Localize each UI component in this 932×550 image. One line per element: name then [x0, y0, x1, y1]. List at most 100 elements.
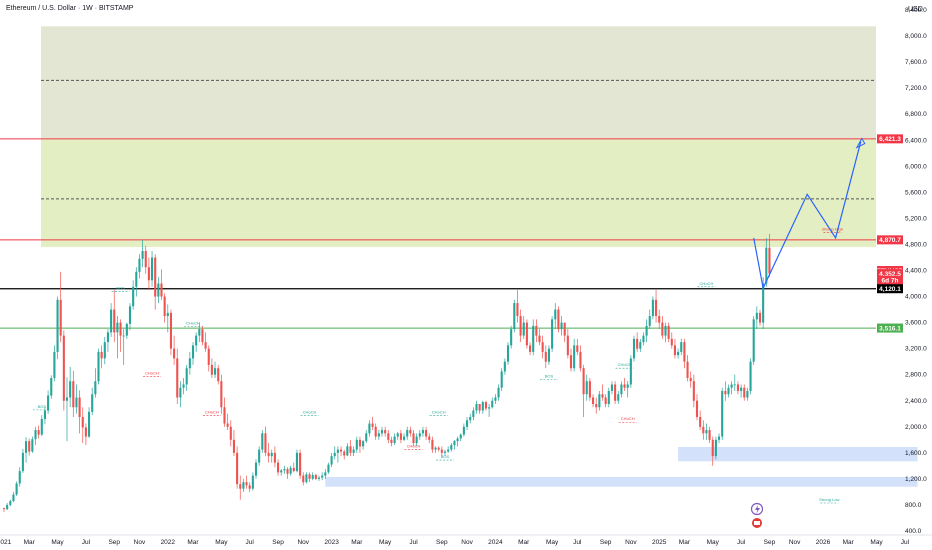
- candle-body: [343, 451, 346, 456]
- x-tick-label: Mar: [351, 539, 363, 546]
- candle-body: [746, 390, 749, 398]
- candle-body: [362, 441, 365, 447]
- candle-body: [157, 283, 160, 297]
- candle-body: [566, 335, 569, 356]
- annotation-label: Strong High: [822, 227, 843, 232]
- x-tick-label: Sep: [764, 539, 776, 546]
- candle-body: [428, 436, 431, 440]
- candle-body: [12, 494, 15, 502]
- candle-body: [450, 445, 453, 450]
- candle-body: [440, 449, 443, 453]
- candle-body: [604, 397, 607, 405]
- candle-body: [582, 368, 585, 395]
- candle-body: [6, 504, 9, 510]
- x-tick-label: May: [51, 539, 64, 546]
- candle-body: [478, 404, 481, 411]
- candle-body: [100, 351, 103, 359]
- candle-body: [560, 322, 563, 330]
- annotations-layer: CHoCH CHoCH CHoCH CHoCH CHoCH CHoCH CHoCH CHoCH…: [32, 227, 843, 504]
- candle-body: [166, 312, 169, 317]
- candle-body: [308, 474, 311, 479]
- candle-body: [182, 384, 185, 388]
- candle-body: [396, 433, 399, 437]
- candle-body: [484, 402, 487, 409]
- candle-body: [443, 451, 447, 453]
- y-tick-label: 7,600.0: [905, 59, 927, 66]
- candle-body: [500, 371, 503, 388]
- x-tick-label: May: [546, 539, 559, 546]
- candle-body: [588, 381, 591, 398]
- candle-body: [106, 332, 109, 343]
- event-icons[interactable]: [750, 502, 764, 529]
- candle-body: [488, 407, 491, 409]
- annotation-label: CHoCH: [432, 410, 446, 415]
- candle-body: [680, 342, 683, 352]
- flag-glyph: [754, 521, 760, 525]
- candle-body: [538, 335, 541, 343]
- price-tag-label: 4,120.1: [879, 286, 901, 293]
- x-tick-label: 2024: [488, 539, 503, 546]
- annotation-label: Strong Low: [819, 497, 839, 502]
- candle-body: [645, 325, 648, 336]
- price-tag-box: [877, 275, 903, 285]
- x-tick-label: Nov: [625, 539, 637, 546]
- candle-body: [188, 358, 191, 369]
- candle-body: [743, 387, 746, 398]
- candle-body: [466, 420, 469, 427]
- candle-body: [415, 436, 418, 444]
- levels-layer: [0, 79, 876, 329]
- candles-layer: [2, 234, 771, 513]
- candle-body: [141, 250, 144, 259]
- x-tick-label: Sep: [600, 539, 612, 546]
- candle-body: [431, 439, 434, 450]
- candle-body: [258, 449, 261, 463]
- price-tag-label: 6d 7h: [882, 278, 899, 285]
- candle-body: [664, 325, 667, 336]
- x-tick-label: Mar: [24, 539, 36, 546]
- x-tick-label: Mar: [679, 539, 691, 546]
- x-tick-label: 2022: [161, 539, 176, 546]
- candle-body: [69, 381, 72, 398]
- candle-body: [699, 417, 702, 427]
- candle-body: [119, 322, 122, 336]
- candle-body: [740, 387, 743, 391]
- candle-body: [510, 329, 513, 346]
- y-tick-label: 1,200.0: [905, 476, 927, 483]
- candle-body: [708, 430, 711, 440]
- candle-body: [658, 316, 661, 323]
- y-tick-label: 5,200.0: [905, 215, 927, 222]
- candle-body: [768, 247, 771, 274]
- candle-body: [762, 283, 765, 323]
- annotation-label: CHoCH: [621, 416, 635, 421]
- price-tag-box: [877, 284, 903, 294]
- candle-body: [736, 384, 739, 391]
- candle-body: [673, 345, 676, 356]
- candle-body: [686, 361, 689, 378]
- x-tick-label: May: [379, 539, 392, 546]
- annotation-label: BOS: [441, 454, 450, 459]
- axes-layer: 400.0 800.0 1,200.0 1,600.0 2,000.0 2,400.0 2,…: [0, 7, 932, 546]
- candle-body: [585, 381, 588, 395]
- candle-body: [267, 452, 270, 457]
- candle-body: [289, 467, 292, 474]
- x-tick-label: Nov: [789, 539, 801, 546]
- candle-body: [207, 348, 210, 365]
- candle-body: [406, 430, 409, 437]
- candle-body: [677, 351, 680, 356]
- candle-body: [15, 483, 18, 495]
- candle-body: [384, 430, 387, 434]
- candle-body: [472, 410, 475, 418]
- x-tick-label: Nov: [461, 539, 473, 546]
- candle-body: [261, 433, 264, 450]
- candle-body: [179, 387, 182, 398]
- y-tick-label: 4,000.0: [905, 294, 927, 301]
- candle-body: [475, 404, 478, 411]
- candle-body: [72, 381, 75, 408]
- candle-body: [346, 446, 349, 456]
- candle-body: [607, 390, 610, 405]
- x-tick-label: Sep: [108, 539, 120, 546]
- lightning-glyph: [755, 505, 760, 514]
- candle-body: [302, 475, 305, 483]
- candle-body: [204, 342, 207, 349]
